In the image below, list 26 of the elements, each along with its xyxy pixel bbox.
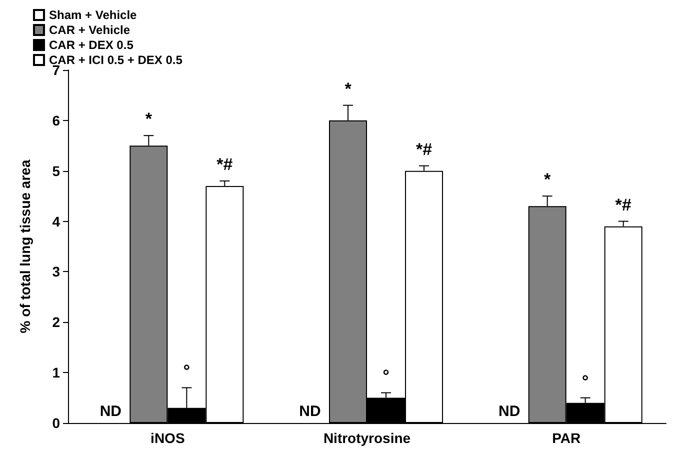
text: ND: [299, 403, 321, 420]
data-label: *#: [615, 195, 632, 214]
y-tick-label: 4: [52, 213, 60, 230]
data-label: *: [344, 79, 352, 98]
data-label: °: [382, 366, 390, 386]
y-tick-label: 2: [52, 314, 60, 330]
y-tick-label: 1: [52, 364, 60, 381]
data-label: *: [145, 110, 152, 129]
y-tick-label: 6: [52, 112, 60, 128]
data-label: °: [582, 372, 589, 391]
text: ND: [498, 403, 520, 420]
legend-label: Sham + Vehicle: [49, 8, 138, 22]
data-label: *#: [216, 154, 234, 174]
y-tick-label: 0: [52, 415, 60, 431]
y-tick-label: 5: [52, 162, 60, 179]
y-tick-label: 3: [52, 264, 60, 280]
y-axis-title: % of total lung tissue area: [17, 160, 33, 334]
x-tick-label: iNOS: [150, 430, 185, 446]
text: ND: [100, 403, 122, 420]
x-tick-label: PAR: [552, 430, 581, 446]
x-tick-label: Nitrotyrosine: [323, 430, 411, 446]
legend-label: CAR + DEX 0.5: [49, 38, 134, 52]
legend-label: CAR + Vehicle: [49, 23, 130, 37]
data-label: °: [183, 362, 190, 381]
data-label: *: [544, 170, 552, 190]
data-label: *#: [416, 140, 433, 159]
